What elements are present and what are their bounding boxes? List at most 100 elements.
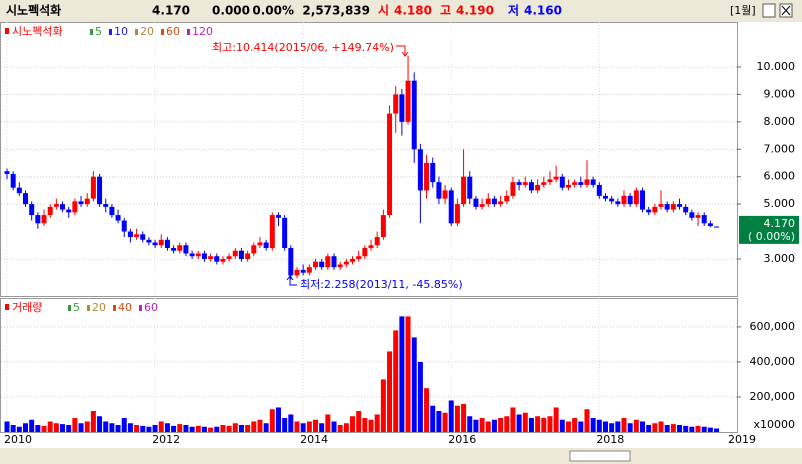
candle-body bbox=[29, 204, 35, 216]
candle-body bbox=[374, 237, 380, 246]
volume-unit: x10000 bbox=[753, 418, 795, 431]
volume-bar bbox=[528, 417, 534, 432]
candle-body bbox=[115, 215, 121, 221]
legend-swatch bbox=[139, 305, 142, 311]
legend-swatch bbox=[87, 305, 90, 311]
volume-bar bbox=[701, 426, 707, 432]
volume-bar bbox=[319, 423, 325, 432]
candle-body bbox=[152, 242, 158, 246]
candle-body bbox=[417, 149, 423, 191]
volume-bar bbox=[10, 424, 16, 432]
candle-body bbox=[337, 264, 343, 268]
candle-body bbox=[491, 198, 497, 205]
volume-bar bbox=[640, 421, 646, 432]
volume-bar bbox=[201, 426, 207, 432]
candle-body bbox=[547, 179, 553, 183]
candle-body bbox=[171, 248, 177, 251]
candle-body bbox=[652, 206, 658, 213]
rate: 0.00% bbox=[252, 4, 294, 18]
volume-bar bbox=[695, 425, 701, 432]
volume-bar bbox=[393, 330, 399, 432]
volume-bar bbox=[467, 416, 473, 432]
volume-bar bbox=[448, 400, 454, 432]
volume-bar bbox=[263, 423, 269, 432]
volume-bar bbox=[183, 424, 189, 432]
candle-body bbox=[72, 201, 78, 213]
zoom-slider[interactable] bbox=[569, 450, 631, 462]
candle-body bbox=[380, 215, 386, 238]
volume-bar bbox=[627, 423, 633, 432]
volume-bar bbox=[72, 417, 78, 432]
volume-bar bbox=[399, 316, 405, 432]
candle-body bbox=[232, 250, 238, 257]
volume-bar bbox=[683, 425, 689, 432]
y-tick-label: 9.000 bbox=[764, 87, 796, 100]
volume-bar bbox=[442, 412, 448, 432]
volume-bar bbox=[53, 423, 59, 432]
volume-bar bbox=[405, 316, 411, 432]
volume-bar bbox=[473, 419, 479, 432]
volume-bar bbox=[596, 419, 602, 432]
candle-body bbox=[559, 176, 565, 188]
volume-bar bbox=[115, 424, 121, 432]
volume-bar bbox=[565, 421, 571, 432]
volume-bar bbox=[306, 421, 312, 432]
volume-tick-label: 400,000 bbox=[750, 355, 796, 368]
candle-body bbox=[201, 253, 207, 259]
volume-bar bbox=[664, 424, 670, 432]
volume-bar bbox=[387, 351, 393, 432]
volume-bar bbox=[362, 417, 368, 432]
candle-body bbox=[683, 206, 689, 213]
volume-bar bbox=[257, 419, 263, 432]
volume-bar bbox=[251, 421, 257, 432]
candle-body bbox=[294, 269, 300, 276]
last-change: ( 0.00%) bbox=[748, 230, 795, 243]
legend-swatch bbox=[109, 29, 112, 35]
volume-bar bbox=[646, 424, 652, 432]
volume-bar bbox=[417, 361, 423, 432]
legend-label: 40 bbox=[118, 301, 132, 314]
period[interactable]: [1월] bbox=[730, 4, 756, 17]
volume-bar bbox=[269, 409, 275, 432]
open-label: 시 bbox=[378, 4, 389, 18]
candle-body bbox=[424, 162, 430, 191]
volume: 2,573,839 bbox=[302, 4, 370, 18]
volume-bar bbox=[516, 414, 522, 432]
y-tick-label: 5.000 bbox=[764, 197, 796, 210]
scrollbar[interactable] bbox=[0, 448, 802, 464]
candle-body bbox=[78, 201, 84, 205]
candle-body bbox=[670, 204, 676, 210]
x-tick-label: 2019 bbox=[728, 433, 756, 446]
price-panel bbox=[0, 22, 738, 297]
volume-bar bbox=[60, 424, 66, 432]
volume-bar bbox=[127, 423, 133, 432]
legend-swatch bbox=[5, 304, 9, 310]
volume-bar bbox=[535, 416, 541, 432]
candle-body bbox=[282, 217, 288, 249]
candle-body bbox=[393, 94, 399, 114]
volume-bar bbox=[152, 424, 158, 432]
volume-bar bbox=[177, 424, 183, 432]
volume-bar bbox=[504, 416, 510, 432]
volume-bar bbox=[541, 417, 547, 432]
button-max[interactable] bbox=[762, 3, 776, 18]
volume-bar bbox=[461, 403, 467, 432]
volume-bar bbox=[214, 426, 220, 432]
volume-bar bbox=[275, 407, 281, 432]
legend-label: 10 bbox=[114, 25, 128, 38]
legend-title: 시노펙석화 bbox=[12, 25, 63, 38]
candle-body bbox=[134, 234, 140, 238]
volume-bar bbox=[195, 425, 201, 432]
candle-body bbox=[633, 190, 639, 205]
volume-bar bbox=[498, 417, 504, 432]
candle-body bbox=[399, 94, 405, 122]
candle-body bbox=[245, 253, 251, 259]
candle-body bbox=[350, 258, 356, 262]
volume-bar bbox=[282, 417, 288, 432]
x-tick-label: 2014 bbox=[300, 433, 328, 446]
legend-label: 120 bbox=[192, 25, 213, 38]
volume-bar bbox=[578, 421, 584, 432]
candle-body bbox=[183, 245, 189, 254]
candle-body bbox=[10, 173, 16, 188]
candle-body bbox=[590, 179, 596, 185]
